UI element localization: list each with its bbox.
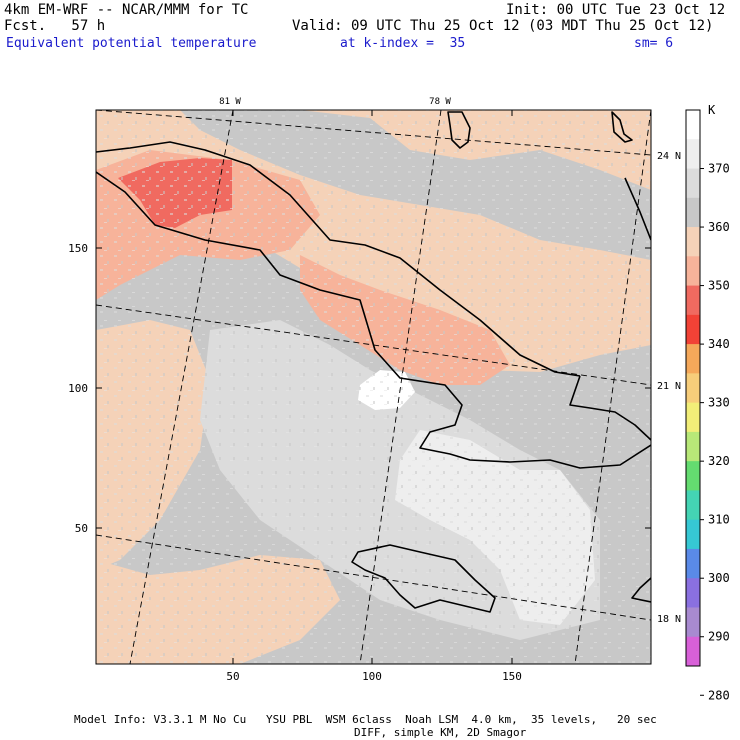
colorbar-label-360: 360 bbox=[708, 220, 730, 234]
colorbar-label-330: 330 bbox=[708, 396, 730, 410]
colorbar-swatch bbox=[686, 607, 700, 638]
parallel-18n bbox=[96, 534, 651, 621]
colorbar-label-300: 300 bbox=[708, 571, 730, 585]
x-tick-150: 150 bbox=[502, 670, 522, 683]
colorbar-swatch bbox=[686, 373, 700, 404]
y-tick-150: 150 bbox=[68, 242, 88, 255]
colorbar-swatch bbox=[686, 636, 700, 667]
y-ticks bbox=[96, 247, 651, 529]
y-tick-50: 50 bbox=[75, 522, 88, 535]
colorbar-label-280: 280 bbox=[708, 688, 730, 702]
model-info-diffusion: DIFF, simple KM, 2D Smagor bbox=[354, 726, 527, 739]
theta-e-field bbox=[96, 110, 651, 664]
colorbar-swatch bbox=[686, 285, 700, 316]
colorbar-swatch bbox=[686, 461, 700, 491]
map-frame bbox=[95, 109, 652, 665]
cuba-south-coast bbox=[96, 171, 651, 469]
colorbar-label-290: 290 bbox=[708, 630, 730, 644]
colorbar-label-340: 340 bbox=[708, 337, 730, 351]
colorbar-unit: K bbox=[708, 103, 716, 117]
smoothing: sm= 6 bbox=[634, 36, 674, 51]
jamaica bbox=[351, 544, 496, 613]
colorbar: 370 360 350 340 330 320 310 300 290 280 bbox=[685, 109, 730, 702]
colorbar-swatch bbox=[686, 256, 700, 286]
andros-island bbox=[447, 111, 471, 149]
colorbar-swatch bbox=[686, 110, 700, 140]
x-ticks bbox=[232, 110, 513, 664]
colorbar-swatch bbox=[686, 227, 700, 257]
bahamas-island-east bbox=[624, 177, 651, 241]
lat-label-18n: 18 N bbox=[657, 614, 681, 625]
colorbar-label-320: 320 bbox=[708, 454, 730, 468]
colorbar-swatch bbox=[686, 344, 700, 374]
colorbar-swatch bbox=[686, 402, 700, 433]
lon-label-81w: 81 W bbox=[219, 97, 241, 107]
hispaniola-tip bbox=[631, 577, 651, 603]
meridian-75w bbox=[574, 110, 651, 664]
lat-lon-grid bbox=[96, 110, 651, 664]
colorbar-swatch bbox=[686, 168, 700, 199]
colorbar-swatch bbox=[686, 578, 700, 608]
colorbar-swatch bbox=[686, 519, 700, 550]
x-tick-50: 50 bbox=[226, 670, 239, 683]
model-info: Model Info: V3.3.1 M No Cu YSU PBL WSM 6… bbox=[74, 713, 657, 726]
colorbar-label-350: 350 bbox=[708, 279, 730, 293]
bahamas-island bbox=[611, 111, 633, 143]
colorbar-swatch bbox=[686, 314, 700, 345]
cuba-north-coast bbox=[96, 141, 581, 377]
lat-label-21n: 21 N bbox=[657, 381, 681, 392]
coastlines bbox=[96, 111, 651, 613]
field-texture bbox=[96, 110, 651, 664]
meridian-81w bbox=[129, 110, 234, 664]
cuba-east-coast bbox=[569, 375, 651, 441]
field-name: Equivalent potential temperature bbox=[6, 36, 257, 51]
colorbar-swatch bbox=[686, 548, 700, 579]
valid-time: Valid: 09 UTC Thu 25 Oct 12 (03 MDT Thu … bbox=[292, 18, 714, 34]
parallel-24n bbox=[96, 110, 651, 156]
level-index: at k-index = 35 bbox=[340, 36, 466, 51]
y-tick-100: 100 bbox=[68, 382, 88, 395]
colorbar-label-370: 370 bbox=[708, 162, 730, 176]
colorbar-label-310: 310 bbox=[708, 513, 730, 527]
meridian-78w bbox=[359, 110, 442, 664]
init-time: Init: 00 UTC Tue 23 Oct 12 bbox=[506, 2, 726, 18]
colorbar-swatch bbox=[686, 490, 700, 521]
colorbar-swatch bbox=[686, 197, 700, 228]
colorbar-frame bbox=[685, 109, 701, 667]
x-tick-100: 100 bbox=[362, 670, 382, 683]
colorbar-swatch bbox=[686, 139, 700, 169]
forecast-hour: Fcst. 57 h bbox=[4, 18, 106, 34]
model-title: 4km EM-WRF -- NCAR/MMM for TC bbox=[4, 2, 249, 18]
lon-label-78w: 78 W bbox=[429, 97, 451, 107]
colorbar-swatch bbox=[686, 431, 700, 462]
lat-label-24n: 24 N bbox=[657, 151, 681, 162]
